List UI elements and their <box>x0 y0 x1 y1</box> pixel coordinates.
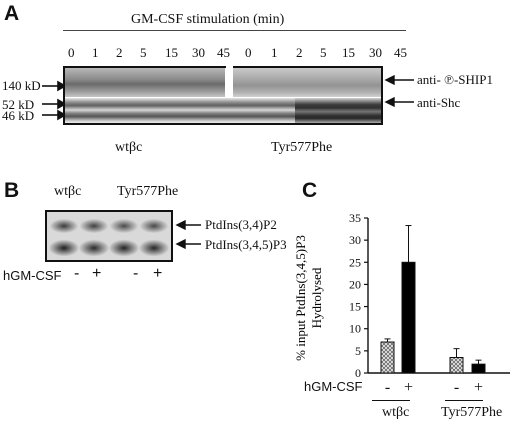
timepoint-label: 15 <box>165 45 178 60</box>
x-tick-label: + <box>474 379 483 396</box>
y-tick-label: 10 <box>349 322 361 336</box>
y-tick-label: 15 <box>349 300 361 314</box>
timepoint-label: 1 <box>271 45 278 60</box>
ship1-band-mutant <box>230 68 381 97</box>
mw-marker-arrows <box>42 80 66 121</box>
mw-marker-140: 140 kD <box>2 78 41 93</box>
label-anti-shc: anti-Shc <box>417 95 461 110</box>
mw-marker-46: 46 kD <box>2 108 35 123</box>
shc-bands-dark <box>295 98 381 123</box>
blot-gap <box>226 64 233 97</box>
group-underline-wt <box>372 400 410 401</box>
timepoint-label: 0 <box>245 45 252 60</box>
bar <box>401 261 416 374</box>
label-ptdins34p2: PtdIns(3,4)P2 <box>205 217 277 232</box>
group-underline-mutant <box>445 400 483 401</box>
treatment-sign: - <box>133 265 139 282</box>
bar <box>380 341 395 374</box>
label-ptdins345p3: PtdIns(3,4,5)P3 <box>205 237 287 252</box>
western-blot-image <box>63 66 383 125</box>
bar <box>471 363 486 374</box>
y-axis-label-line-1: % input PtdIns(3,4,5)P3 <box>293 235 308 361</box>
timepoint-label: 2 <box>296 45 303 60</box>
lane-group-wt: wtβc <box>54 184 82 199</box>
timepoint-label: 5 <box>320 45 327 60</box>
y-tick-label: 30 <box>349 233 361 247</box>
panel-b-treatment-label: hGM-CSF <box>3 268 62 283</box>
timepoint-label: 45 <box>394 45 407 60</box>
panel-c-group-mutant: Tyr577Phe <box>441 405 503 420</box>
treatment-sign: + <box>92 265 102 282</box>
stimulation-line <box>63 30 406 31</box>
timepoint-label: 30 <box>192 45 205 60</box>
x-tick-label: + <box>404 379 413 396</box>
panel-b-letter: B <box>4 179 20 202</box>
y-tick-label: 25 <box>349 255 361 269</box>
tlc-spots <box>47 212 171 260</box>
timepoint-label: 15 <box>342 45 355 60</box>
y-tick-label: 20 <box>349 277 361 291</box>
y-tick-label: 5 <box>355 344 361 358</box>
y-axis-label-line-2: Hydrolysed <box>309 267 324 328</box>
tlc-label-arrows <box>175 219 201 249</box>
treatment-sign: + <box>153 265 163 282</box>
x-tick-label: - <box>454 379 459 396</box>
timepoint-label: 5 <box>140 45 147 60</box>
panel-c-letter: C <box>302 179 318 202</box>
y-tick-label: 0 <box>355 366 361 380</box>
timepoint-label: 45 <box>217 45 230 60</box>
timepoint-label: 1 <box>92 45 99 60</box>
label-anti-ship1: anti- ℗-SHIP1 <box>417 72 493 87</box>
x-tick-label: - <box>385 379 390 396</box>
panel-c-group-wt: wtβc <box>382 405 410 420</box>
group-label-mutant: Tyr577Phe <box>271 140 333 155</box>
timepoint-label: 2 <box>116 45 123 60</box>
band-label-arrows <box>384 74 414 108</box>
timepoint-label: 0 <box>68 45 75 60</box>
y-tick-label: 35 <box>349 211 361 225</box>
mw-marker-52: 52 kD <box>2 97 35 112</box>
ship1-band-wt <box>65 68 225 97</box>
panel-c-treatment-label: hGM-CSF <box>304 379 363 394</box>
tlc-plate-image <box>45 210 173 262</box>
lane-group-mutant: Tyr577Phe <box>117 184 179 199</box>
treatment-sign: - <box>74 265 80 282</box>
panel-a-letter: A <box>4 2 20 25</box>
stimulation-title: GM-CSF stimulation (min) <box>131 12 285 27</box>
bar <box>449 357 464 374</box>
timepoint-label: 30 <box>369 45 382 60</box>
group-label-wt: wtβc <box>115 140 143 155</box>
